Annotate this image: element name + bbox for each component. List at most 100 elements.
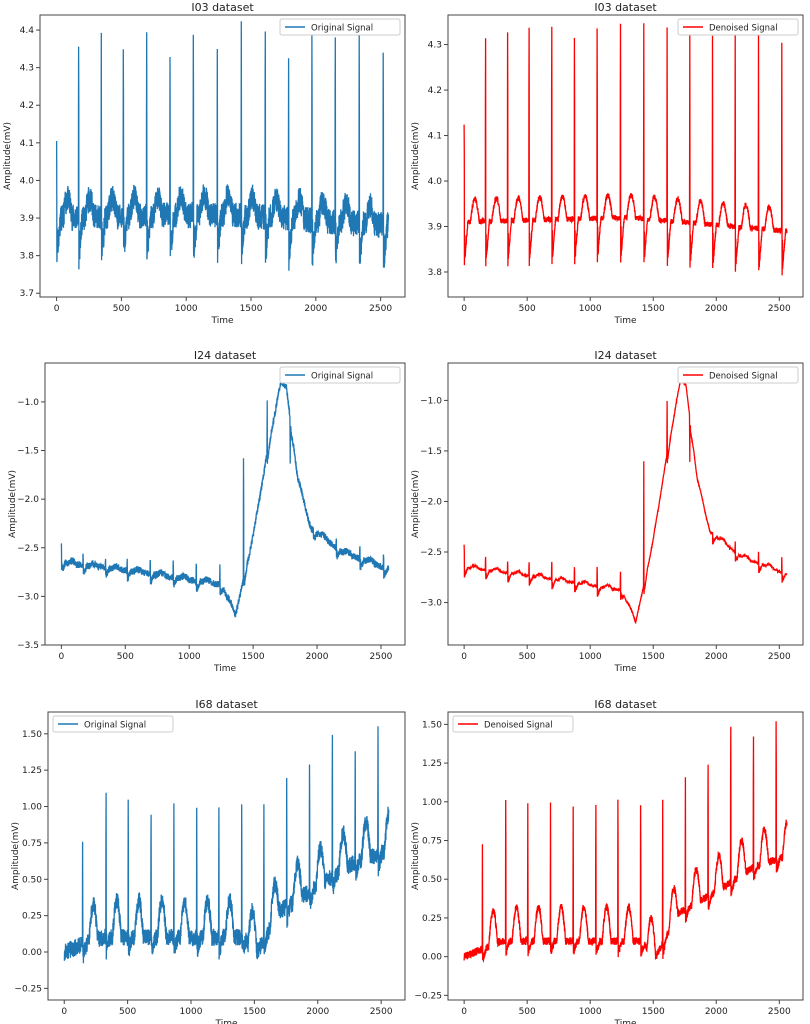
x-tick-label: 1500 bbox=[642, 1007, 665, 1017]
y-tick-label: 0.00 bbox=[422, 953, 442, 963]
subplot-1: 0 500 1000 1500 2000 2500 3.7 3.8 3.9 4.0 4.1 4.2 4.… bbox=[3, 1, 406, 326]
x-tick-label: 1500 bbox=[243, 1007, 266, 1017]
subplot-5: 0 500 1000 1500 2000 2500 −0.25 0.00 0.25 0.50 0.7… bbox=[11, 698, 406, 1024]
y-tick-label: 0.25 bbox=[22, 912, 42, 922]
y-tick-label: 3.9 bbox=[20, 214, 35, 224]
axes-frame bbox=[447, 14, 804, 298]
x-tick-label: 2000 bbox=[306, 1007, 329, 1017]
legend-box bbox=[279, 366, 401, 384]
x-tick-label: 2500 bbox=[370, 652, 393, 662]
x-tick-label: 500 bbox=[117, 652, 134, 662]
y-axis-label: Amplitude(mV) bbox=[8, 470, 18, 538]
y-tick-label: −2.5 bbox=[17, 544, 39, 554]
x-tick-label: 2000 bbox=[705, 1007, 728, 1017]
x-tick-label: 1000 bbox=[579, 1007, 602, 1017]
subplot-4: 0 500 1000 1500 2000 2500 −3.0 −2.5 −2.0 −1.5 −1.0… bbox=[411, 349, 804, 674]
legend-label: Original Signal bbox=[84, 721, 146, 731]
subplot-title: I68 dataset bbox=[195, 698, 258, 711]
x-tick-label: 2500 bbox=[768, 652, 791, 662]
y-axis-label: Amplitude(mV) bbox=[411, 822, 421, 890]
subplot-title: I03 dataset bbox=[594, 1, 657, 14]
y-tick-label: 1.50 bbox=[22, 730, 42, 740]
x-axis-label: Time bbox=[613, 664, 636, 674]
y-tick-label: 0.25 bbox=[422, 914, 442, 924]
y-tick-label: −2.0 bbox=[17, 495, 39, 505]
subplot-title: I68 dataset bbox=[594, 698, 657, 711]
legend: Original Signal bbox=[279, 366, 401, 384]
y-tick-label: 4.1 bbox=[428, 132, 442, 142]
axes-frame bbox=[39, 14, 406, 298]
legend-box bbox=[677, 366, 799, 384]
x-tick-label: 2500 bbox=[370, 1007, 393, 1017]
y-tick-label: 1.00 bbox=[22, 803, 42, 813]
y-tick-label: 1.25 bbox=[422, 759, 442, 769]
x-tick-label: 500 bbox=[119, 1007, 136, 1017]
x-tick-label: 0 bbox=[61, 1007, 67, 1017]
y-tick-label: 0.50 bbox=[22, 875, 42, 885]
subplot-3: 0 500 1000 1500 2000 2500 −3.5 −3.0 −2.5 −2.0 −1.5… bbox=[8, 349, 406, 674]
y-tick-label: 0.75 bbox=[22, 839, 42, 849]
series-line-6 bbox=[463, 721, 788, 963]
x-tick-label: 0 bbox=[461, 1007, 467, 1017]
series-line-3 bbox=[60, 378, 390, 618]
y-tick-label: 4.3 bbox=[428, 41, 442, 51]
legend-box bbox=[452, 715, 574, 733]
y-tick-label: 4.2 bbox=[428, 86, 442, 96]
legend: Denoised Signal bbox=[677, 366, 799, 384]
x-axis-label: Time bbox=[210, 316, 233, 326]
axes-frame bbox=[47, 711, 406, 1001]
x-tick-label: 0 bbox=[54, 304, 60, 314]
y-tick-label: −3.0 bbox=[17, 592, 39, 602]
x-tick-label: 2000 bbox=[705, 652, 728, 662]
y-tick-label: 3.9 bbox=[428, 223, 443, 233]
series-line-4 bbox=[463, 378, 788, 625]
y-tick-label: −3.0 bbox=[420, 599, 442, 609]
legend-label: Original Signal bbox=[311, 24, 373, 34]
y-tick-label: 4.0 bbox=[20, 176, 35, 186]
x-tick-label: 500 bbox=[113, 304, 130, 314]
y-tick-label: 1.50 bbox=[422, 720, 442, 730]
x-tick-label: 1500 bbox=[642, 652, 665, 662]
y-tick-label: −1.0 bbox=[420, 396, 442, 406]
y-tick-label: −2.0 bbox=[420, 497, 442, 507]
x-tick-label: 2000 bbox=[705, 304, 728, 314]
x-axis-label: Time bbox=[213, 664, 236, 674]
axes-frame bbox=[447, 711, 804, 1001]
y-tick-label: 3.8 bbox=[20, 252, 35, 262]
subplot-title: I24 dataset bbox=[594, 349, 657, 362]
x-tick-label: 1500 bbox=[242, 652, 265, 662]
y-tick-label: 3.8 bbox=[428, 268, 443, 278]
x-tick-label: 2000 bbox=[304, 304, 327, 314]
y-tick-label: 4.4 bbox=[20, 26, 35, 36]
legend-label: Denoised Signal bbox=[484, 721, 553, 731]
legend: Original Signal bbox=[279, 18, 401, 36]
x-tick-label: 1500 bbox=[642, 304, 665, 314]
x-tick-label: 500 bbox=[519, 1007, 536, 1017]
legend: Denoised Signal bbox=[452, 715, 574, 733]
x-tick-label: 500 bbox=[519, 304, 536, 314]
x-axis-label: Time bbox=[613, 1019, 636, 1024]
legend: Original Signal bbox=[52, 715, 174, 733]
x-tick-label: 2500 bbox=[768, 304, 791, 314]
subplot-2: 0 500 1000 1500 2000 2500 3.8 3.9 4.0 4.1 4.2 4.3 I0… bbox=[411, 1, 804, 326]
y-tick-label: 0.00 bbox=[22, 948, 42, 958]
y-tick-label: 1.25 bbox=[22, 766, 42, 776]
y-tick-label: −1.0 bbox=[17, 398, 39, 408]
y-tick-label: 0.75 bbox=[422, 837, 442, 847]
x-tick-label: 1000 bbox=[180, 1007, 203, 1017]
y-axis-label: Amplitude(mV) bbox=[11, 822, 21, 890]
legend: Denoised Signal bbox=[677, 18, 799, 36]
x-tick-label: 0 bbox=[461, 652, 467, 662]
y-tick-label: −1.5 bbox=[420, 447, 442, 457]
x-tick-label: 2500 bbox=[369, 304, 392, 314]
y-tick-label: −0.25 bbox=[14, 984, 42, 994]
x-tick-label: 2500 bbox=[768, 1007, 791, 1017]
subplot-title: I03 dataset bbox=[191, 1, 254, 14]
y-tick-label: −1.5 bbox=[17, 447, 39, 457]
legend-label: Denoised Signal bbox=[709, 24, 778, 34]
x-tick-label: 2000 bbox=[306, 652, 329, 662]
series-line-5 bbox=[63, 726, 390, 964]
x-tick-label: 500 bbox=[519, 652, 536, 662]
x-tick-label: 1500 bbox=[240, 304, 263, 314]
y-tick-label: −2.5 bbox=[420, 548, 442, 558]
